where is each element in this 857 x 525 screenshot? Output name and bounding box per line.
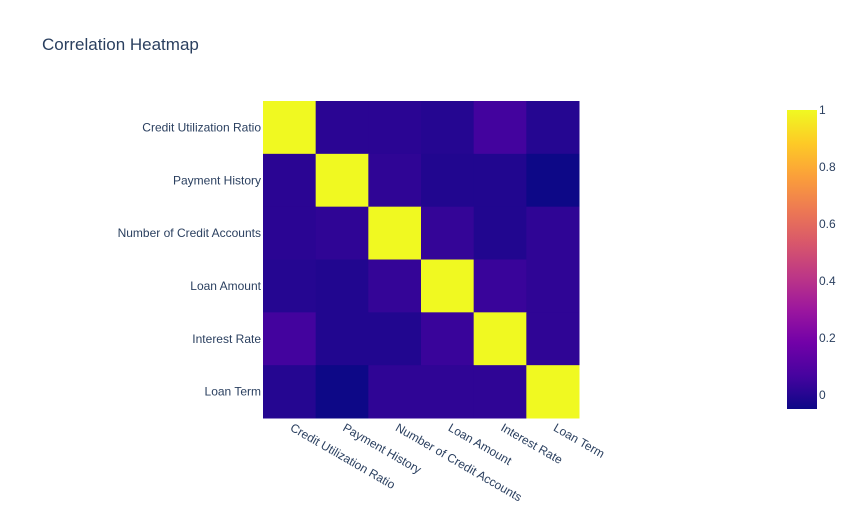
heatmap-cell-loan-term-loan-amount [421,365,475,419]
colorbar [787,110,817,409]
heatmap-cell-credit-utilization-ratio-payment-history [315,101,369,155]
heatmap-cell-loan-term-payment-history [315,365,369,419]
heatmap-cell-number-of-credit-accounts-credit-utilization-ratio [263,206,317,260]
heatmap-cell-loan-amount-number-of-credit-accounts [368,259,422,313]
y-tick-label: Payment History [173,173,261,187]
heatmap-cell-credit-utilization-ratio-loan-amount [421,101,475,155]
heatmap-cell-loan-amount-loan-term [526,259,580,313]
heatmap-cell-interest-rate-loan-term [526,312,580,366]
heatmap-cell-number-of-credit-accounts-payment-history [315,206,369,260]
heatmap-cell-payment-history-loan-amount [421,153,475,208]
heatmap-cell-payment-history-credit-utilization-ratio [263,153,317,208]
y-tick-label: Interest Rate [192,332,261,346]
heatmap-cell-loan-amount-payment-history [315,259,369,313]
colorbar-tick-label: 1 [819,103,826,117]
colorbar-tick-label: 0.6 [819,217,836,231]
heatmap-cell-payment-history-number-of-credit-accounts [368,153,422,208]
colorbar-tick-label: 0 [819,388,826,402]
heatmap-cell-credit-utilization-ratio-credit-utilization-ratio [263,101,317,155]
heatmap-cell-payment-history-loan-term [526,153,580,208]
heatmap-cell-number-of-credit-accounts-number-of-credit-accounts [368,206,422,260]
heatmap-cell-credit-utilization-ratio-number-of-credit-accounts [368,101,422,155]
colorbar-tick-label: 0.2 [819,331,836,345]
heatmap-cell-interest-rate-payment-history [315,312,369,366]
heatmap-cells [263,101,580,419]
heatmap-cell-interest-rate-loan-amount [421,312,475,366]
heatmap-cell-interest-rate-credit-utilization-ratio [263,312,317,366]
heatmap-cell-loan-term-interest-rate [473,365,527,419]
y-axis-tick-labels: Credit Utilization Ratio Payment History N… [118,120,262,398]
heatmap-cell-loan-term-number-of-credit-accounts [368,365,422,419]
heatmap-cell-credit-utilization-ratio-loan-term [526,101,580,155]
colorbar-tick-label: 0.8 [819,160,836,174]
heatmap-cell-loan-term-loan-term [526,365,580,419]
heatmap-cell-loan-term-credit-utilization-ratio [263,365,317,419]
y-tick-label: Loan Term [205,385,261,399]
heatmap-cell-loan-amount-loan-amount [421,259,475,313]
y-tick-label: Number of Credit Accounts [118,226,261,240]
colorbar-tick-label: 0.4 [819,274,836,288]
heatmap-cell-payment-history-interest-rate [473,153,527,208]
heatmap-cell-credit-utilization-ratio-interest-rate [473,101,527,155]
heatmap-cell-interest-rate-number-of-credit-accounts [368,312,422,366]
colorbar-tick-labels: 0 0.2 0.4 0.6 0.8 1 [819,103,836,402]
heatmap-cell-interest-rate-interest-rate [473,312,527,366]
heatmap-cell-payment-history-payment-history [315,153,369,208]
heatmap-cell-number-of-credit-accounts-interest-rate [473,206,527,260]
chart-title: Correlation Heatmap [42,35,199,54]
y-tick-label: Credit Utilization Ratio [142,120,261,134]
heatmap-cell-number-of-credit-accounts-loan-term [526,206,580,260]
y-tick-label: Loan Amount [190,279,261,293]
heatmap-cell-loan-amount-interest-rate [473,259,527,313]
heatmap-cell-number-of-credit-accounts-loan-amount [421,206,475,260]
heatmap-cell-loan-amount-credit-utilization-ratio [263,259,317,313]
